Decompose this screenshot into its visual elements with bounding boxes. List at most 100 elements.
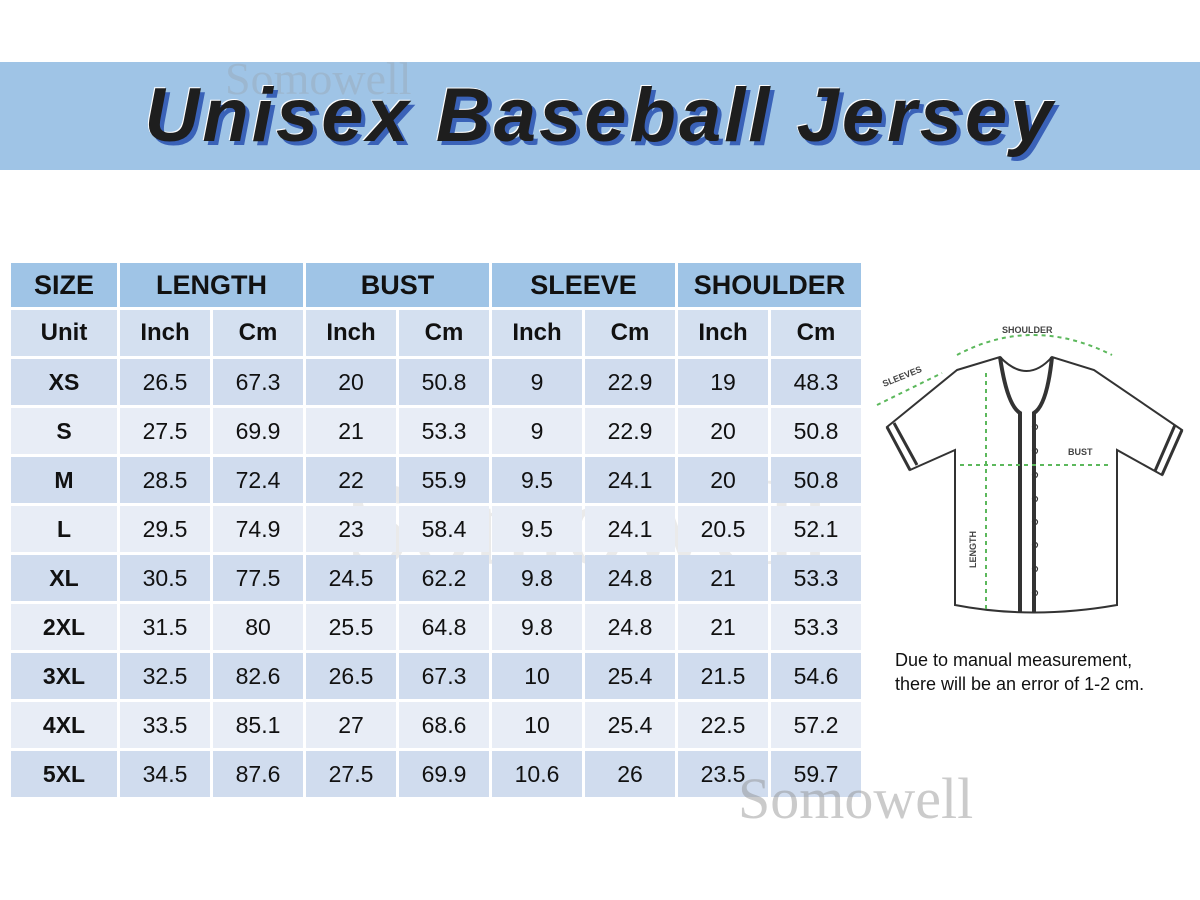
length-label: LENGTH: [968, 531, 978, 568]
value-cell: 31.5: [120, 604, 210, 650]
table-row: L 29.5 74.9 23 58.4 9.5 24.1 20.5 52.1: [11, 506, 861, 552]
page-title: Unisex Baseball Jersey: [144, 73, 1056, 158]
value-cell: 22.5: [678, 702, 768, 748]
value-cell: 21: [678, 604, 768, 650]
value-cell: 10: [492, 702, 582, 748]
value-cell: 69.9: [399, 751, 489, 797]
value-cell: 28.5: [120, 457, 210, 503]
value-cell: 77.5: [213, 555, 303, 601]
unit-cell: Cm: [585, 310, 675, 356]
value-cell: 87.6: [213, 751, 303, 797]
value-cell: 68.6: [399, 702, 489, 748]
value-cell: 24.8: [585, 604, 675, 650]
measurement-note: Due to manual measurement, there will be…: [895, 648, 1144, 696]
bust-label: BUST: [1068, 447, 1093, 457]
value-cell: 9.5: [492, 457, 582, 503]
value-cell: 48.3: [771, 359, 861, 405]
sleeves-label: SLEEVES: [881, 364, 923, 389]
value-cell: 50.8: [771, 408, 861, 454]
value-cell: 10.6: [492, 751, 582, 797]
value-cell: 50.8: [771, 457, 861, 503]
table-row: M 28.5 72.4 22 55.9 9.5 24.1 20 50.8: [11, 457, 861, 503]
table-row: S 27.5 69.9 21 53.3 9 22.9 20 50.8: [11, 408, 861, 454]
value-cell: 22.9: [585, 408, 675, 454]
value-cell: 53.3: [399, 408, 489, 454]
value-cell: 33.5: [120, 702, 210, 748]
unit-row: Unit Inch Cm Inch Cm Inch Cm Inch Cm: [11, 310, 861, 356]
value-cell: 29.5: [120, 506, 210, 552]
table-row: XL 30.5 77.5 24.5 62.2 9.8 24.8 21 53.3: [11, 555, 861, 601]
value-cell: 54.6: [771, 653, 861, 699]
unit-cell: Inch: [120, 310, 210, 356]
size-cell: 2XL: [11, 604, 117, 650]
value-cell: 58.4: [399, 506, 489, 552]
note-line-1: Due to manual measurement,: [895, 650, 1133, 670]
value-cell: 67.3: [399, 653, 489, 699]
value-cell: 20: [678, 457, 768, 503]
unit-cell: Inch: [678, 310, 768, 356]
size-cell: XL: [11, 555, 117, 601]
size-cell: 3XL: [11, 653, 117, 699]
header-row: SIZE LENGTH BUST SLEEVE SHOULDER: [11, 263, 861, 307]
value-cell: 20.5: [678, 506, 768, 552]
value-cell: 25.5: [306, 604, 396, 650]
value-cell: 24.8: [585, 555, 675, 601]
table-row: 3XL 32.5 82.6 26.5 67.3 10 25.4 21.5 54.6: [11, 653, 861, 699]
value-cell: 20: [306, 359, 396, 405]
header-bust: BUST: [306, 263, 489, 307]
value-cell: 9: [492, 359, 582, 405]
value-cell: 57.2: [771, 702, 861, 748]
size-cell: S: [11, 408, 117, 454]
value-cell: 23: [306, 506, 396, 552]
value-cell: 27: [306, 702, 396, 748]
unit-cell: Inch: [492, 310, 582, 356]
value-cell: 21: [306, 408, 396, 454]
value-cell: 23.5: [678, 751, 768, 797]
value-cell: 25.4: [585, 653, 675, 699]
size-cell: 4XL: [11, 702, 117, 748]
value-cell: 85.1: [213, 702, 303, 748]
header-sleeve: SLEEVE: [492, 263, 675, 307]
value-cell: 24.1: [585, 457, 675, 503]
note-line-2: there will be an error of 1-2 cm.: [895, 674, 1145, 694]
value-cell: 26: [585, 751, 675, 797]
value-cell: 9.8: [492, 555, 582, 601]
value-cell: 30.5: [120, 555, 210, 601]
table-row: 5XL 34.5 87.6 27.5 69.9 10.6 26 23.5 59.7: [11, 751, 861, 797]
value-cell: 19: [678, 359, 768, 405]
table-row: 2XL 31.5 80 25.5 64.8 9.8 24.8 21 53.3: [11, 604, 861, 650]
value-cell: 53.3: [771, 555, 861, 601]
value-cell: 67.3: [213, 359, 303, 405]
value-cell: 50.8: [399, 359, 489, 405]
value-cell: 27.5: [306, 751, 396, 797]
title-band: [0, 62, 1200, 170]
unit-cell: Cm: [213, 310, 303, 356]
value-cell: 21: [678, 555, 768, 601]
value-cell: 26.5: [306, 653, 396, 699]
value-cell: 25.4: [585, 702, 675, 748]
value-cell: 53.3: [771, 604, 861, 650]
size-cell: XS: [11, 359, 117, 405]
value-cell: 52.1: [771, 506, 861, 552]
value-cell: 64.8: [399, 604, 489, 650]
value-cell: 24.1: [585, 506, 675, 552]
table-row: 4XL 33.5 85.1 27 68.6 10 25.4 22.5 57.2: [11, 702, 861, 748]
size-cell: M: [11, 457, 117, 503]
value-cell: 9.8: [492, 604, 582, 650]
value-cell: 32.5: [120, 653, 210, 699]
table-row: XS 26.5 67.3 20 50.8 9 22.9 19 48.3: [11, 359, 861, 405]
value-cell: 72.4: [213, 457, 303, 503]
value-cell: 55.9: [399, 457, 489, 503]
value-cell: 74.9: [213, 506, 303, 552]
header-shoulder: SHOULDER: [678, 263, 861, 307]
unit-cell: Unit: [11, 310, 117, 356]
unit-cell: Inch: [306, 310, 396, 356]
value-cell: 59.7: [771, 751, 861, 797]
shoulder-label: SHOULDER: [1002, 325, 1053, 335]
unit-cell: Cm: [399, 310, 489, 356]
size-cell: 5XL: [11, 751, 117, 797]
value-cell: 62.2: [399, 555, 489, 601]
value-cell: 22.9: [585, 359, 675, 405]
value-cell: 21.5: [678, 653, 768, 699]
value-cell: 9.5: [492, 506, 582, 552]
